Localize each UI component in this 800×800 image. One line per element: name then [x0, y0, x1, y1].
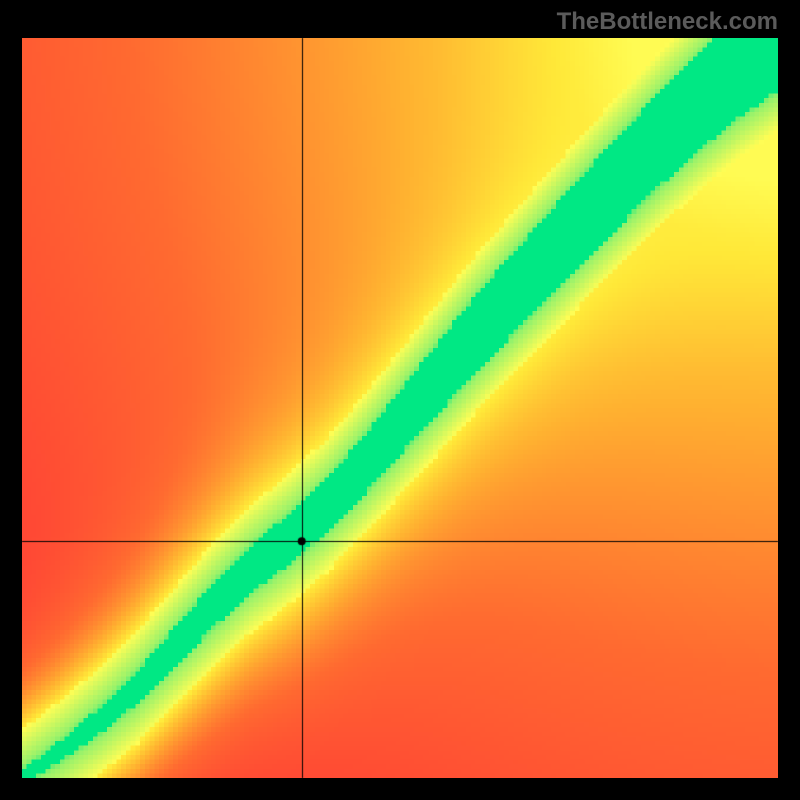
chart-container: TheBottleneck.com	[0, 0, 800, 800]
watermark-text: TheBottleneck.com	[557, 8, 778, 36]
overlay-canvas	[0, 0, 800, 800]
